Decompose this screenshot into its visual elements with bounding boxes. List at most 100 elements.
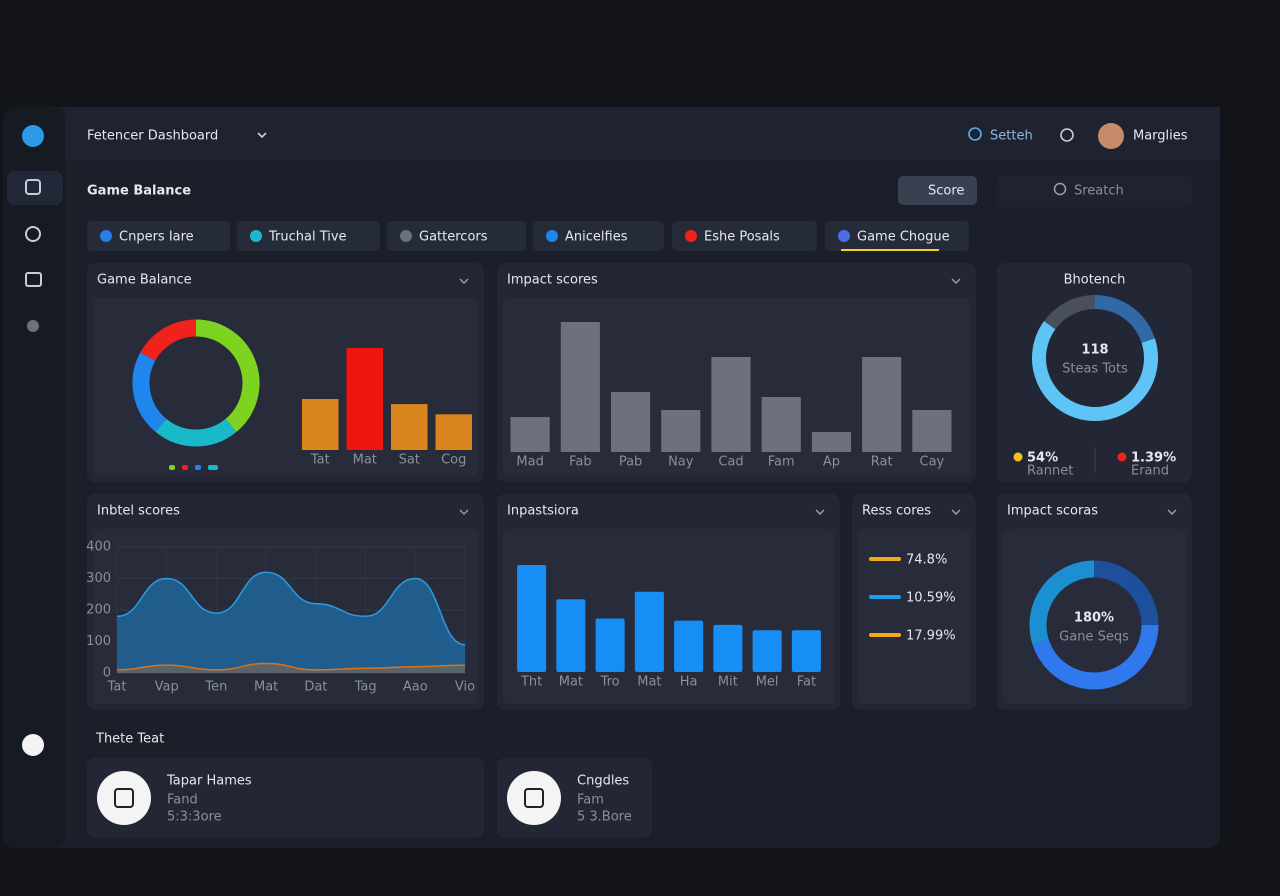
y-tick-label: 400 bbox=[86, 540, 111, 555]
bar bbox=[661, 410, 701, 452]
panel-menu[interactable] bbox=[1167, 509, 1177, 515]
card-line: Fam bbox=[577, 793, 604, 808]
x-tick-label: Cay bbox=[920, 455, 945, 470]
x-tick-label: Sat bbox=[399, 453, 420, 468]
tab[interactable] bbox=[672, 221, 817, 251]
tab[interactable] bbox=[825, 221, 969, 251]
panel-title: Game Balance bbox=[97, 273, 192, 288]
bar bbox=[634, 591, 664, 672]
panel-title: Bhotench bbox=[1064, 273, 1126, 288]
tab-label[interactable]: Cnpers Iare bbox=[119, 230, 194, 245]
nav-icon[interactable] bbox=[27, 320, 39, 332]
tab[interactable] bbox=[237, 221, 380, 251]
bar bbox=[435, 414, 472, 450]
x-tick-label: Ha bbox=[680, 675, 698, 690]
nav-icon[interactable] bbox=[25, 179, 41, 195]
donut-segment bbox=[1093, 560, 1159, 626]
x-tick-label: Fat bbox=[797, 675, 816, 690]
card-title[interactable]: Cngdles bbox=[577, 774, 629, 789]
x-tick-label: Dat bbox=[304, 680, 327, 695]
card-line: Fand bbox=[167, 793, 198, 808]
x-tick-label: Tat bbox=[107, 680, 127, 695]
panel-title: Ress cores bbox=[862, 504, 931, 519]
user-name[interactable]: Marglies bbox=[1133, 129, 1188, 144]
bar bbox=[302, 399, 339, 450]
panel-menu[interactable] bbox=[459, 278, 469, 284]
avatar[interactable] bbox=[1098, 123, 1124, 149]
dropdown-caret bbox=[257, 132, 267, 139]
tab[interactable] bbox=[387, 221, 526, 251]
legend-dot bbox=[195, 465, 201, 470]
stat-label: Erand bbox=[1131, 464, 1169, 479]
tab-label[interactable]: Anicelfies bbox=[565, 230, 628, 245]
x-tick-label: Cog bbox=[441, 453, 466, 468]
x-tick-label: Tht bbox=[520, 675, 542, 690]
x-tick-label: Cad bbox=[718, 455, 743, 470]
bar bbox=[912, 410, 952, 452]
tab[interactable] bbox=[87, 221, 230, 251]
section-title: Thete Teat bbox=[95, 732, 164, 747]
tab[interactable] bbox=[533, 221, 664, 251]
card-line: 5 3.Bore bbox=[577, 810, 632, 825]
panel-menu[interactable] bbox=[459, 509, 469, 515]
header-search[interactable]: Setteh bbox=[990, 129, 1033, 144]
tab-icon bbox=[400, 230, 412, 242]
tab-label[interactable]: Gattercors bbox=[419, 230, 488, 245]
card-glyph bbox=[524, 788, 544, 808]
bar bbox=[711, 357, 751, 452]
x-tick-label: Mat bbox=[637, 675, 661, 690]
center-value: 180% bbox=[1074, 611, 1114, 626]
line bbox=[116, 571, 466, 646]
card-title[interactable]: Tapar Hames bbox=[166, 774, 252, 789]
x-tick-label: Mit bbox=[718, 675, 738, 690]
x-tick-label: Rat bbox=[871, 455, 893, 470]
x-tick-label: Vap bbox=[155, 680, 179, 695]
legend-value: 17.99% bbox=[906, 629, 956, 644]
chat-icon[interactable] bbox=[1060, 128, 1074, 142]
bar bbox=[510, 417, 550, 452]
nav-icon[interactable] bbox=[25, 272, 42, 287]
x-tick-label: Mad bbox=[516, 455, 543, 470]
search-placeholder[interactable]: Sreatch bbox=[1074, 184, 1124, 199]
nav-icon[interactable] bbox=[25, 226, 41, 242]
score-button-label[interactable]: Score bbox=[928, 184, 964, 199]
y-tick-label: 300 bbox=[86, 571, 111, 586]
y-tick-label: 200 bbox=[86, 603, 111, 618]
score-button[interactable] bbox=[898, 176, 977, 205]
tab-label[interactable]: Eshe Posals bbox=[704, 230, 780, 245]
search-icon bbox=[968, 127, 982, 141]
nav-active[interactable] bbox=[7, 171, 63, 205]
bar bbox=[752, 630, 782, 672]
tab-icon bbox=[546, 230, 558, 242]
donut-segment bbox=[1032, 624, 1159, 690]
sidebar bbox=[3, 107, 65, 848]
tab-icon bbox=[250, 230, 262, 242]
tab-label[interactable]: Truchal Tive bbox=[268, 230, 347, 245]
bar bbox=[391, 404, 428, 450]
search-box[interactable] bbox=[997, 175, 1192, 207]
app-title[interactable]: Fetencer Dashboard bbox=[87, 129, 218, 144]
card[interactable] bbox=[87, 758, 484, 838]
donut-segment bbox=[1094, 295, 1155, 344]
tab-label[interactable]: Game Chogue bbox=[857, 230, 950, 245]
panel-menu[interactable] bbox=[815, 509, 825, 515]
tab-icon bbox=[100, 230, 112, 242]
legend-dot bbox=[169, 465, 175, 470]
center-label: Steas Tots bbox=[1062, 362, 1128, 377]
bar bbox=[556, 599, 586, 672]
stat-value: 54% bbox=[1027, 451, 1058, 466]
panel-menu[interactable] bbox=[951, 278, 961, 284]
panel-menu[interactable] bbox=[951, 509, 961, 515]
bar bbox=[674, 620, 704, 672]
bar bbox=[791, 630, 821, 672]
x-tick-label: Mat bbox=[353, 453, 377, 468]
logo[interactable] bbox=[22, 125, 44, 147]
stat-label: Rannet bbox=[1027, 464, 1073, 479]
stat-dot bbox=[1117, 452, 1127, 462]
card-icon bbox=[97, 771, 151, 825]
help-button[interactable] bbox=[22, 734, 44, 756]
card-glyph bbox=[114, 788, 134, 808]
panel-title: Inbtel scores bbox=[97, 504, 180, 519]
bar bbox=[761, 397, 801, 452]
